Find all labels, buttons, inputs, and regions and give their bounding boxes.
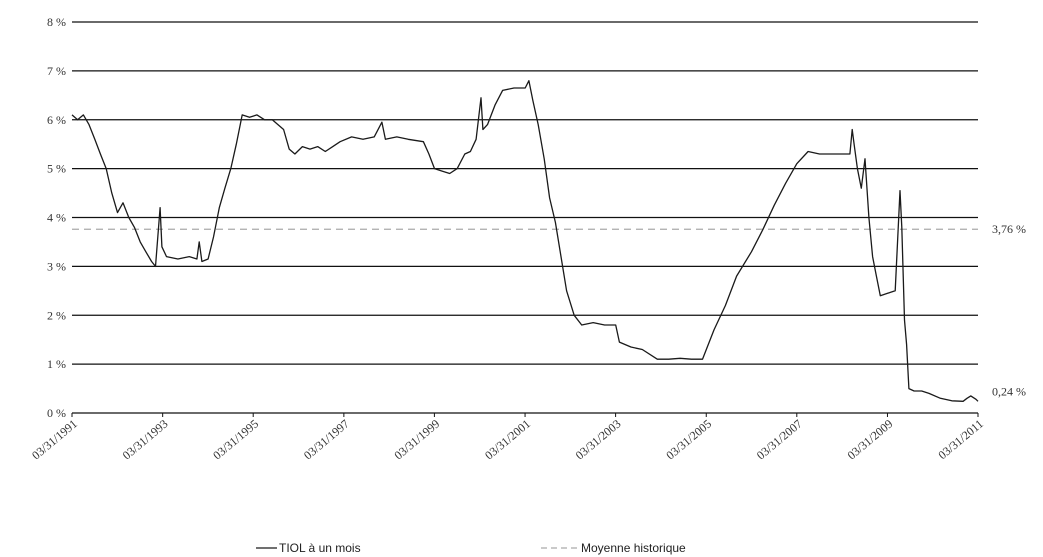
legend: TIOL à un mois Moyenne historique [256, 541, 686, 555]
y-tick-label: 6 % [47, 113, 66, 127]
x-tick-label: 03/31/2009 [845, 417, 896, 463]
y-tick-label: 4 % [47, 211, 66, 225]
y-tick-label: 8 % [47, 15, 66, 29]
x-tick-label: 03/31/2007 [754, 417, 805, 463]
y-tick-label: 0 % [47, 406, 66, 420]
legend-average-label: Moyenne historique [581, 541, 686, 555]
average-end-label: 3,76 % [992, 222, 1026, 236]
x-tick-label: 03/31/2001 [482, 417, 533, 463]
x-tick-label: 03/31/1995 [210, 417, 261, 463]
tiol-series-line [71, 80, 979, 402]
x-axis-tick-labels: 03/31/1991 03/31/1993 03/31/1995 03/31/1997… [29, 413, 986, 462]
y-tick-label: 3 % [47, 259, 66, 273]
x-tick-label: 03/31/1991 [29, 417, 80, 463]
x-tick-label: 03/31/2003 [573, 417, 624, 463]
y-axis-tick-labels: 0 % 1 % 2 % 3 % 4 % 5 % 6 % 7 % 8 % [47, 15, 66, 420]
x-tick-label: 03/31/2005 [663, 417, 714, 463]
legend-tiol-label: TIOL à un mois [279, 541, 361, 555]
x-tick-label: 03/31/1997 [301, 417, 352, 463]
y-tick-label: 7 % [47, 64, 66, 78]
y-tick-label: 2 % [47, 308, 66, 322]
y-tick-label: 5 % [47, 162, 66, 176]
grid-lines [72, 21, 978, 414]
tiol-end-label: 0,24 % [992, 384, 1026, 398]
x-tick-label: 03/31/2011 [935, 417, 986, 463]
x-tick-label: 03/31/1993 [120, 417, 171, 463]
x-tick-label: 03/31/1999 [391, 417, 442, 463]
y-tick-label: 1 % [47, 357, 66, 371]
